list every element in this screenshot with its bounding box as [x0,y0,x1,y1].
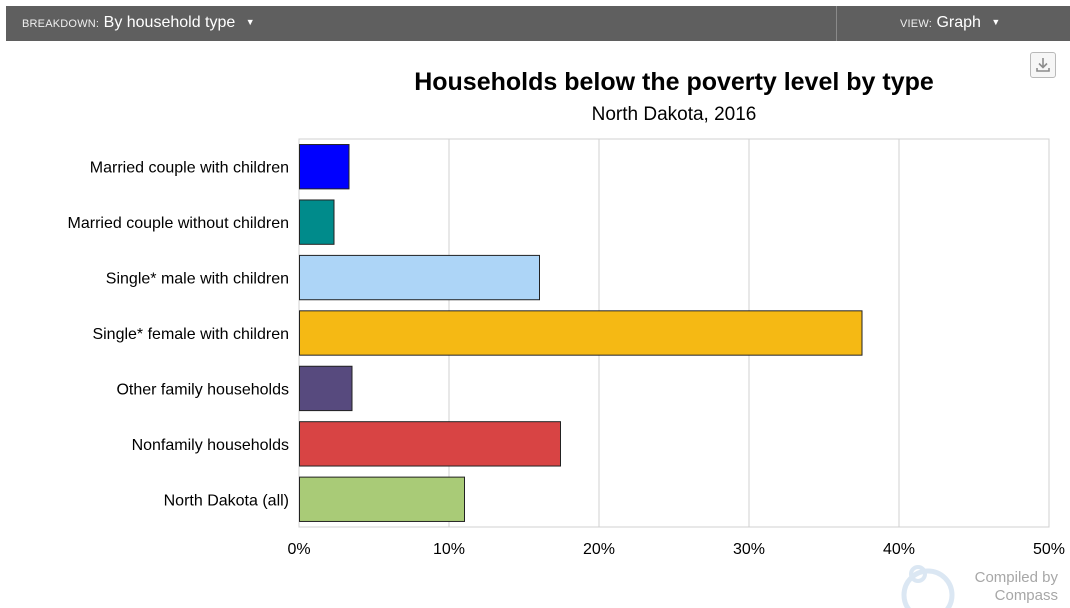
watermark: Compiled by Compass [975,569,1058,605]
bar [299,254,540,301]
category-label: North Dakota (all) [164,492,289,509]
x-tick-label: 40% [883,541,915,558]
chart-title: Households below the poverty level by ty… [414,68,934,96]
caret-down-icon: ▼ [245,17,255,27]
category-label: Single* male with children [106,271,289,288]
toolbar: Breakdown: By household type ▼ View: Gra… [6,6,1070,41]
caret-down-icon: ▼ [991,17,1001,27]
view-label: View: [900,18,932,30]
bar [299,199,335,245]
x-tick-label: 30% [733,541,765,558]
x-tick-label: 10% [433,541,465,558]
breakdown-value: By household type [103,14,236,31]
chart-subtitle: North Dakota, 2016 [591,104,757,125]
x-tick-label: 0% [287,541,310,558]
download-button[interactable] [1030,52,1056,78]
category-label: Other family households [116,381,289,398]
bar [299,476,465,522]
download-icon [1036,58,1050,72]
breakdown-dropdown[interactable]: Breakdown: By household type ▼ [6,6,837,41]
view-dropdown[interactable]: View: Graph ▼ [837,6,1070,41]
bar [299,144,350,190]
x-tick-label: 50% [1033,541,1065,558]
x-tick-label: 20% [583,541,615,558]
category-label: Married couple without children [68,215,289,232]
breakdown-label: Breakdown: [22,18,100,30]
category-label: Single* female with children [92,326,289,343]
watermark-line-1: Compiled by [974,569,1058,586]
compass-icon [901,565,955,608]
watermark-line-2: Compass [994,587,1058,604]
bar [299,310,863,356]
view-value: Graph [936,14,981,31]
category-label: Married couple with children [90,160,289,177]
category-label: Nonfamily households [132,437,289,454]
bar [299,421,561,467]
bar [299,365,353,412]
